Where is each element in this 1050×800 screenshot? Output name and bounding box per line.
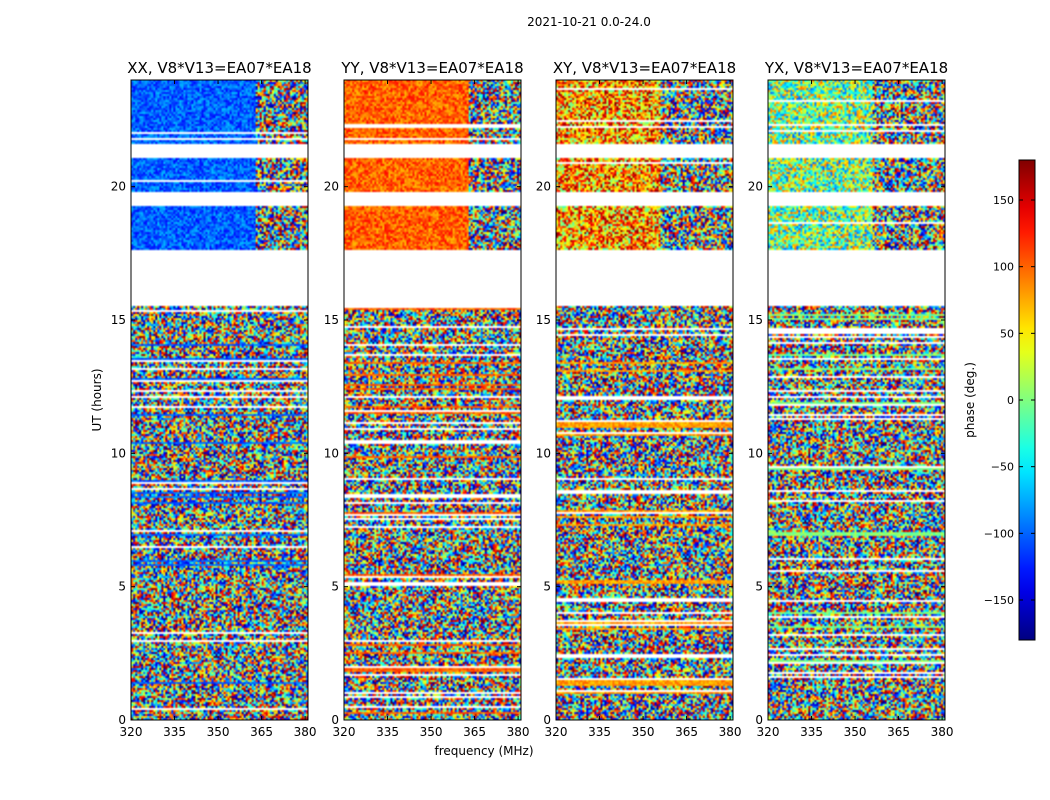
y-tick-label: 10: [536, 446, 551, 460]
y-tick-label: 0: [118, 713, 126, 727]
colorbar-tick-label: 50: [1000, 327, 1014, 340]
x-tick-label: 380: [719, 725, 742, 739]
colorbar-tick-label: 100: [993, 261, 1014, 274]
x-tick-label: 320: [333, 725, 356, 739]
panel-frame: [555, 79, 734, 721]
x-tick-label: 380: [507, 725, 530, 739]
panel-title: YY, V8*V13=EA07*EA18: [340, 59, 523, 77]
y-tick-label: 20: [748, 180, 763, 194]
colorbar: −150 −100 −50 0 50 100 150: [984, 159, 1036, 641]
panel-yy: YY, V8*V13=EA07*EA18 320 335 350 365 380 0 5 10 1…: [324, 59, 530, 739]
x-tick-label: 350: [844, 725, 867, 739]
y-axis-label: UT (hours): [90, 368, 104, 431]
y-tick-label: 20: [111, 180, 126, 194]
y-tick-label: 10: [324, 446, 339, 460]
x-tick-label: 350: [632, 725, 655, 739]
y-tick-label: 10: [748, 446, 763, 460]
x-tick-label: 350: [420, 725, 443, 739]
y-tick-label: 5: [543, 580, 551, 594]
phase-heatmap: [556, 80, 733, 720]
colorbar-label: phase (deg.): [963, 362, 977, 438]
x-tick-label: 365: [887, 725, 910, 739]
y-tick-label: 15: [324, 313, 339, 327]
y-tick-label: 5: [331, 580, 339, 594]
x-tick-label: 380: [294, 725, 317, 739]
panel-yx: YX, V8*V13=EA07*EA18 320 335 350 365 380 0 5 10 1…: [748, 59, 954, 739]
colorbar-tick-label: −150: [984, 594, 1014, 607]
panel-frame: [767, 79, 946, 721]
x-tick-label: 335: [800, 725, 823, 739]
x-tick-label: 365: [250, 725, 273, 739]
y-tick-label: 0: [543, 713, 551, 727]
y-tick-label: 15: [536, 313, 551, 327]
panel-frame: [130, 79, 309, 721]
colorbar-tick-label: −50: [991, 461, 1014, 474]
suptitle: 2021-10-21 0.0-24.0: [527, 15, 651, 29]
x-tick-label: 335: [163, 725, 186, 739]
x-tick-label: 320: [757, 725, 780, 739]
y-tick-label: 15: [748, 313, 763, 327]
colorbar-tick-label: −100: [984, 527, 1014, 540]
y-tick-label: 20: [324, 180, 339, 194]
panel-title: XX, V8*V13=EA07*EA18: [127, 59, 311, 77]
y-tick-label: 10: [111, 446, 126, 460]
y-tick-label: 5: [118, 580, 126, 594]
y-tick-label: 20: [536, 180, 551, 194]
colorbar-tick-label: 0: [1007, 394, 1014, 407]
panel-xy: XY, V8*V13=EA07*EA18 320 335 350 365 380 0 5 10 1…: [536, 59, 742, 739]
phase-heatmap: [768, 80, 945, 720]
x-tick-label: 335: [588, 725, 611, 739]
panel-title: XY, V8*V13=EA07*EA18: [553, 59, 736, 77]
y-tick-label: 0: [331, 713, 339, 727]
x-tick-label: 320: [545, 725, 568, 739]
x-tick-label: 365: [463, 725, 486, 739]
x-tick-label: 320: [120, 725, 143, 739]
y-tick-label: 15: [111, 313, 126, 327]
colorbar-tick-label: 150: [993, 194, 1014, 207]
x-tick-label: 335: [376, 725, 399, 739]
x-tick-label: 380: [931, 725, 954, 739]
panel-title: YX, V8*V13=EA07*EA18: [764, 59, 948, 77]
y-tick-label: 5: [755, 580, 763, 594]
panel-xx: XX, V8*V13=EA07*EA18 320 335 350 365 380 0 5 10 1…: [111, 59, 317, 739]
panels-group: XX, V8*V13=EA07*EA18 320 335 350 365 380 0 5 10 1…: [111, 59, 954, 739]
x-axis-label: frequency (MHz): [434, 744, 533, 758]
panel-frame: [343, 79, 522, 721]
y-tick-label: 0: [755, 713, 763, 727]
phase-heatmap: [131, 80, 308, 720]
x-tick-label: 350: [207, 725, 230, 739]
phase-heatmap: [344, 80, 521, 720]
x-tick-label: 365: [675, 725, 698, 739]
